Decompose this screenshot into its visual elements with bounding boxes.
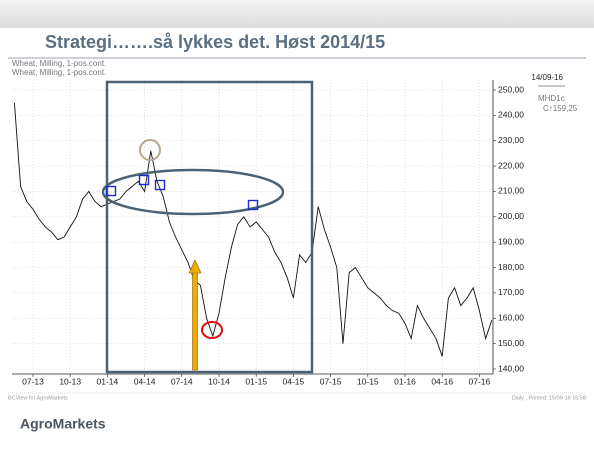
y-tick-label: 200,00: [498, 211, 524, 221]
printed: Daily , Printed: 15/09-16 16:58: [512, 395, 586, 401]
x-tick-label: 07-15: [320, 376, 342, 386]
x-tick-label: 04-16: [431, 376, 453, 386]
x-tick-label: 04-14: [134, 376, 156, 386]
y-tick-label: 150,00: [498, 338, 524, 348]
slide-title: Strategi…….så lykkes det. Høst 2014/15: [45, 32, 385, 52]
y-tick-label: 210,00: [498, 186, 524, 196]
marker-square: [105, 185, 117, 197]
y-tick-label: 230,00: [498, 135, 524, 145]
x-tick-label: 10-13: [59, 376, 81, 386]
low-circle: [201, 321, 223, 339]
x-tick-label: 07-13: [22, 376, 44, 386]
source: BCView for AgroMarkets: [8, 395, 68, 401]
marker-square: [138, 174, 150, 186]
info-code: MHD1c: [538, 94, 565, 103]
series-label: Wheat, Milling, 1-pos.cont.: [12, 68, 106, 77]
x-tick-label: 07-16: [469, 376, 491, 386]
x-tick-label: 10-15: [357, 376, 379, 386]
y-tick-label: 170,00: [498, 287, 524, 297]
info-close: C↑159,25: [543, 104, 578, 113]
arrow-head: [188, 259, 202, 274]
brand: AgroMarkets: [20, 416, 106, 432]
y-tick-label: 250,00: [498, 84, 524, 94]
series-label: Wheat, Milling, 1-pos.cont.: [12, 59, 106, 68]
x-tick-label: 01-14: [97, 376, 119, 386]
marker-square: [247, 199, 259, 211]
peak-circle: [139, 139, 161, 161]
price-line: [13, 102, 493, 357]
marker-square: [154, 179, 166, 191]
top-bar: [0, 0, 594, 28]
annotations: [101, 80, 314, 374]
y-tick-label: 190,00: [498, 236, 524, 246]
y-tick-label: 220,00: [498, 160, 524, 170]
x-tick-label: 01-16: [394, 376, 416, 386]
x-tick-label: 10-14: [208, 376, 230, 386]
x-tick-label: 04-15: [283, 376, 305, 386]
x-tick-label: 07-14: [171, 376, 193, 386]
y-tick-label: 160,00: [498, 313, 524, 323]
x-tick-label: 01-15: [245, 376, 267, 386]
highlight-box: [105, 80, 314, 374]
info-date: 14/09-16: [531, 73, 563, 82]
chart: Wheat, Milling, 1-pos.cont. Wheat, Milli…: [8, 59, 586, 401]
y-tick-label: 240,00: [498, 110, 524, 120]
y-tick-label: 140,00: [498, 363, 524, 373]
range-ellipse: [101, 168, 285, 216]
y-tick-label: 180,00: [498, 262, 524, 272]
arrow-shaft: [192, 271, 198, 371]
